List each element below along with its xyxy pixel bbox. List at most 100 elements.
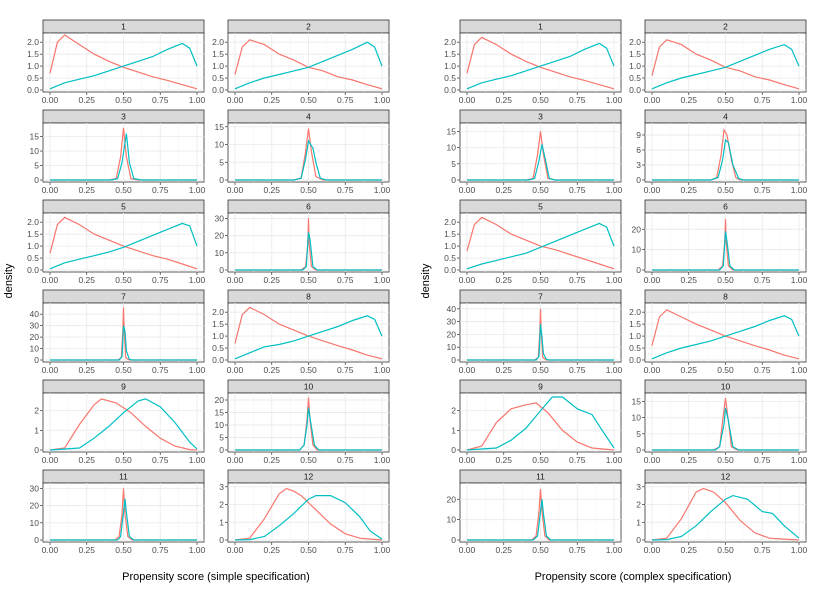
y-tick-label: 2.0	[27, 37, 39, 47]
x-tick-label: 0.50	[532, 455, 549, 465]
x-tick-label: 1.00	[791, 365, 808, 375]
panel-strip-label: 8	[306, 292, 311, 302]
y-tick-label: 10	[30, 146, 40, 156]
y-tick-label: 0	[34, 535, 39, 545]
panel-1: 1 0.0 0.5 1.0 1.5 2.0 0.00 0.25 0.50 0.75 1.00	[27, 19, 206, 105]
y-tick-label: 1.0	[444, 61, 456, 71]
y-tick-label: 2.0	[444, 37, 456, 47]
y-tick-label: 0.5	[444, 253, 456, 263]
x-tick-label: 0.25	[680, 455, 697, 465]
y-tick-label: 0.5	[27, 73, 39, 83]
x-tick-label: 0.50	[300, 275, 317, 285]
x-tick-label: 1.00	[189, 365, 206, 375]
density-curve-cyan	[235, 407, 382, 451]
density-curve-red	[466, 402, 615, 451]
x-tick-label: 0.75	[754, 455, 771, 465]
x-tick-label: 0.75	[337, 545, 354, 555]
x-tick-label: 0.00	[42, 365, 59, 375]
density-curve-red	[467, 308, 614, 361]
density-curve-red	[50, 307, 197, 361]
density-curve-red	[235, 218, 382, 271]
x-tick-label: 0.75	[754, 185, 771, 195]
y-tick-label: 9	[636, 130, 641, 140]
panel-4: 4 0 3 6 9 0.00 0.25 0.50 0.75 1.00	[636, 109, 808, 195]
y-tick-label: 10	[447, 342, 457, 352]
x-tick-label: 1.00	[791, 545, 808, 555]
x-tick-label: 0.50	[532, 545, 549, 555]
y-tick-label: 0.0	[27, 85, 39, 95]
panel-strip-label: 6	[306, 202, 311, 212]
x-tick-label: 0.75	[152, 365, 169, 375]
x-tick-label: 0.50	[115, 365, 132, 375]
panel-2: 2 0.0 0.5 1.0 1.5 2.0 0.00 0.25 0.50 0.75 1.00	[629, 19, 808, 105]
x-tick-label: 0.50	[300, 365, 317, 375]
y-tick-label: 5	[451, 159, 456, 169]
panel-strip-label: 5	[121, 202, 126, 212]
y-tick-label: 0	[34, 445, 39, 455]
x-tick-label: 0.75	[152, 275, 169, 285]
panel-strip-label: 5	[538, 202, 543, 212]
y-tick-label: 2.0	[27, 217, 39, 227]
density-curve-red	[652, 219, 799, 271]
x-tick-label: 0.25	[78, 185, 95, 195]
x-tick-label: 0.50	[300, 185, 317, 195]
y-axis-title: density	[3, 263, 15, 298]
y-tick-label: 1.0	[444, 241, 456, 251]
x-tick-label: 0.75	[569, 545, 586, 555]
x-tick-label: 0.00	[42, 545, 59, 555]
x-tick-label: 0.75	[569, 95, 586, 105]
y-tick-label: 10	[447, 143, 457, 153]
x-tick-label: 1.00	[791, 455, 808, 465]
x-tick-label: 0.50	[717, 455, 734, 465]
y-tick-label: 30	[215, 213, 225, 223]
y-tick-label: 1.5	[444, 229, 456, 239]
density-curve-red	[49, 398, 198, 451]
density-curve-cyan	[466, 396, 615, 451]
panel-11: 11 0 10 20 30 0.00 0.25 0.50 0.75 1.00	[30, 469, 206, 555]
x-tick-label: 0.75	[569, 455, 586, 465]
x-tick-label: 0.25	[78, 95, 95, 105]
density-curve-red	[466, 36, 615, 90]
panel-6: 6 0 10 20 0.00 0.25 0.50 0.75 1.00	[632, 199, 808, 285]
x-tick-label: 0.75	[569, 275, 586, 285]
density-curve-red	[651, 39, 800, 90]
y-tick-label: 1.5	[212, 49, 224, 59]
density-curve-cyan	[651, 494, 800, 541]
x-tick-label: 0.75	[152, 545, 169, 555]
y-tick-label: 0.5	[629, 343, 641, 353]
x-tick-label: 0.75	[754, 95, 771, 105]
y-tick-label: 0	[451, 175, 456, 185]
panel-strip-label: 2	[306, 22, 311, 32]
x-tick-label: 0.50	[300, 95, 317, 105]
x-tick-label: 1.00	[374, 95, 391, 105]
y-tick-label: 20	[447, 329, 457, 339]
y-tick-label: 0	[219, 175, 224, 185]
x-axis-title: Propensity score (complex specification)	[535, 571, 732, 583]
x-tick-label: 0.00	[459, 185, 476, 195]
panel-3: 3 0 5 10 15 0.00 0.25 0.50 0.75 1.00	[447, 109, 623, 195]
x-tick-label: 1.00	[374, 275, 391, 285]
x-tick-label: 0.50	[115, 545, 132, 555]
y-tick-label: 1.5	[27, 229, 39, 239]
y-tick-label: 1	[451, 425, 456, 435]
panel-strip-label: 8	[723, 292, 728, 302]
density-curve-red	[651, 309, 800, 360]
x-tick-label: 0.75	[337, 365, 354, 375]
y-tick-label: 20	[215, 395, 225, 405]
y-tick-label: 0	[34, 175, 39, 185]
x-tick-label: 0.50	[532, 275, 549, 285]
x-tick-label: 0.25	[495, 365, 512, 375]
x-tick-label: 0.25	[680, 185, 697, 195]
x-tick-label: 0.25	[263, 275, 280, 285]
x-tick-label: 0.75	[569, 185, 586, 195]
y-tick-label: 1.5	[27, 49, 39, 59]
y-tick-label: 1	[34, 425, 39, 435]
x-tick-label: 0.50	[300, 545, 317, 555]
panel-strip-label: 11	[536, 472, 545, 482]
panel-10: 10 0 5 10 15 20 0.00 0.25 0.50 0.75 1.00	[215, 379, 391, 465]
x-tick-label: 0.25	[78, 455, 95, 465]
x-tick-label: 0.75	[152, 185, 169, 195]
